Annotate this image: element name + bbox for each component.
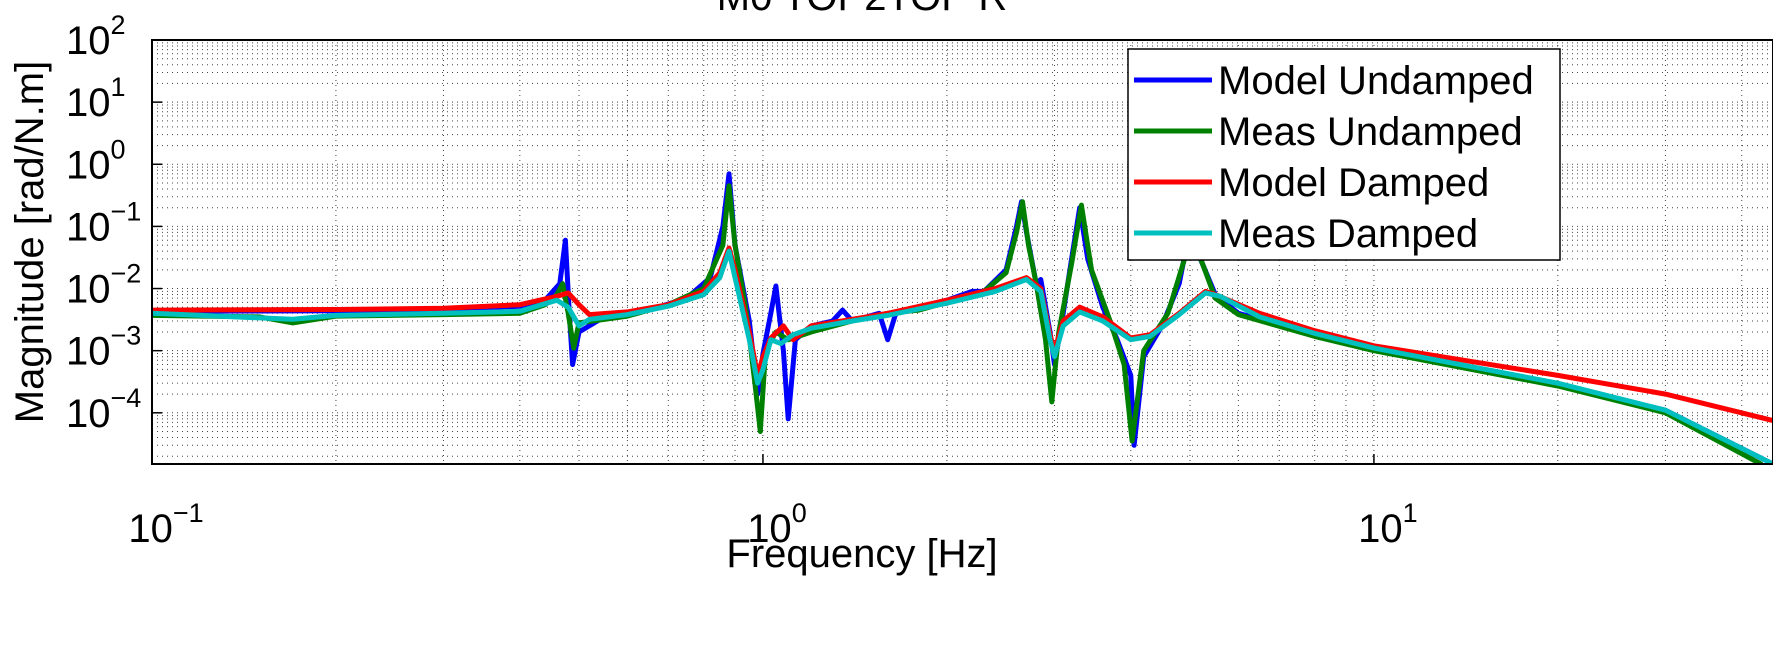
y-tick-label: 100 [66,134,126,187]
legend: Model Undamped Meas Undamped Model Damped M… [1127,48,1561,261]
legend-label: Meas Damped [1218,212,1478,256]
plot-area-frame [151,39,1773,465]
legend-label: Model Damped [1218,161,1489,205]
chart-title: M0 TOP2TOP R [717,0,1008,19]
legend-label: Meas Undamped [1218,110,1523,154]
legend-label: Model Undamped [1218,59,1534,103]
y-axis-label: Magnitude [rad/N.m] [8,61,52,423]
x-axis-label: Frequency [Hz] [726,532,997,576]
series-line [152,248,1773,464]
series-lines [152,171,1773,464]
legend-box [1127,48,1561,261]
x-tick-label: 100 [747,498,807,551]
